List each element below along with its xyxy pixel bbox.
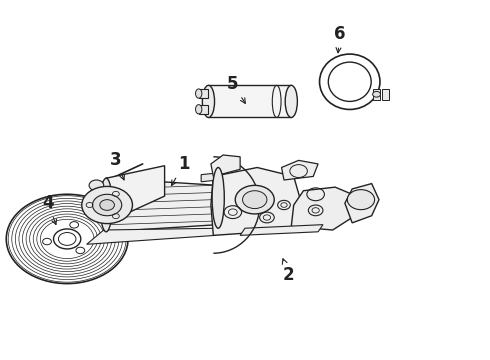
- Circle shape: [100, 200, 115, 210]
- Text: 1: 1: [172, 155, 190, 185]
- Text: 5: 5: [227, 75, 245, 103]
- Polygon shape: [382, 89, 389, 100]
- Polygon shape: [211, 155, 240, 176]
- Polygon shape: [208, 85, 291, 117]
- Polygon shape: [291, 187, 352, 230]
- Polygon shape: [201, 173, 218, 182]
- Ellipse shape: [196, 89, 202, 98]
- Text: 6: 6: [334, 24, 346, 53]
- Ellipse shape: [212, 167, 224, 228]
- Polygon shape: [106, 166, 165, 223]
- Text: 3: 3: [110, 151, 124, 180]
- Circle shape: [93, 194, 122, 216]
- Circle shape: [373, 91, 380, 97]
- Polygon shape: [211, 167, 303, 235]
- Text: 2: 2: [282, 259, 294, 284]
- Circle shape: [347, 190, 374, 210]
- Polygon shape: [373, 89, 380, 100]
- Ellipse shape: [196, 105, 202, 114]
- Ellipse shape: [202, 85, 215, 117]
- Polygon shape: [199, 89, 208, 98]
- Polygon shape: [240, 225, 323, 235]
- Polygon shape: [282, 160, 318, 180]
- Circle shape: [243, 191, 267, 208]
- Polygon shape: [87, 228, 218, 244]
- Polygon shape: [199, 105, 208, 114]
- Polygon shape: [345, 184, 379, 223]
- Circle shape: [89, 180, 104, 191]
- Ellipse shape: [285, 85, 297, 117]
- Circle shape: [82, 186, 132, 224]
- Text: 4: 4: [42, 194, 56, 225]
- Ellipse shape: [100, 178, 112, 232]
- Circle shape: [235, 185, 274, 214]
- Polygon shape: [106, 178, 218, 232]
